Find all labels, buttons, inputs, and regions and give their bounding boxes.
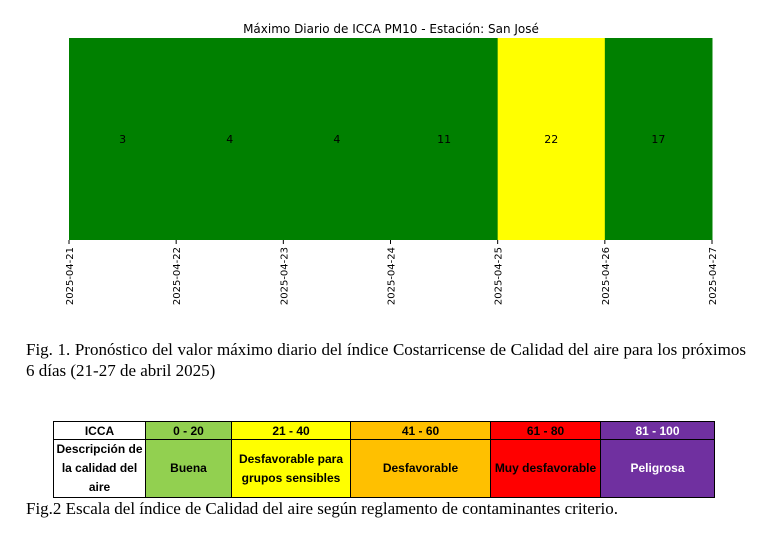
range-cell: 21 - 40	[231, 421, 351, 440]
cell-value-label: 22	[544, 133, 558, 146]
chart-title: Máximo Diario de ICCA PM10 - Estación: S…	[243, 22, 539, 36]
figure-2-caption: Fig.2 Escala del índice de Calidad del a…	[26, 499, 618, 518]
x-tick-label: 2025-04-25	[494, 247, 505, 305]
heatmap-cell	[390, 38, 499, 240]
description-header-cell: Descripción de la calidad del aire	[53, 439, 146, 498]
heatmap-cell	[604, 38, 713, 240]
icca-heatmap-chart: Máximo Diario de ICCA PM10 - Estación: S…	[65, 22, 719, 305]
x-tick-label: 2025-04-27	[708, 247, 719, 305]
x-tick-label: 2025-04-23	[279, 247, 290, 305]
x-tick-label: 2025-04-22	[172, 247, 183, 305]
description-cell: Peligrosa	[600, 439, 715, 498]
range-cell: 0 - 20	[145, 421, 232, 440]
range-cell: 81 - 100	[600, 421, 715, 440]
heatmap-cell	[176, 38, 284, 240]
x-tick-label: 2025-04-26	[601, 247, 612, 305]
cell-value-label: 4	[226, 133, 233, 146]
cell-value-label: 17	[651, 133, 665, 146]
description-cell: Muy desfavorable	[490, 439, 601, 498]
description-cell: Desfavorable	[350, 439, 491, 498]
range-cell: 61 - 80	[490, 421, 601, 440]
heatmap-cell	[69, 38, 177, 240]
heatmap-cell	[283, 38, 391, 240]
cell-value-label: 11	[437, 133, 451, 146]
description-cell: Buena	[145, 439, 232, 498]
figure-1-caption: Fig. 1. Pronóstico del valor máximo diar…	[26, 340, 746, 380]
cell-value-label: 3	[119, 133, 126, 146]
icca-header-cell: ICCA	[53, 421, 146, 440]
cell-value-label: 4	[333, 133, 340, 146]
scale-range-row: ICCA 0 - 20 21 - 40 41 - 60 61 - 80 81 -…	[53, 421, 715, 440]
x-tick-label: 2025-04-24	[387, 247, 398, 305]
icca-scale-table: ICCA 0 - 20 21 - 40 41 - 60 61 - 80 81 -…	[53, 421, 715, 498]
x-tick-label: 2025-04-21	[65, 247, 76, 305]
range-cell: 41 - 60	[350, 421, 491, 440]
scale-description-row: Descripción de la calidad del aire Buena…	[53, 439, 715, 498]
heatmap-cell	[497, 38, 606, 240]
description-cell: Desfavorable para grupos sensibles	[231, 439, 351, 498]
